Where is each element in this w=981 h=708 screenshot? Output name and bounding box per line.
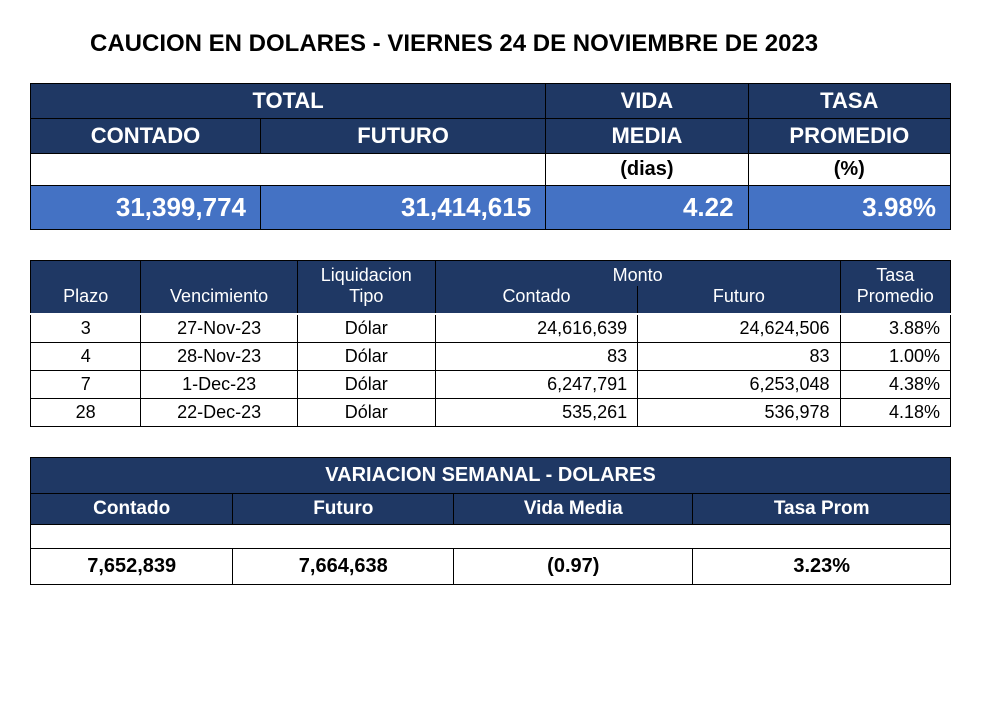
- cell-venc: 27-Nov-23: [141, 314, 297, 343]
- table-row: 428-Nov-23Dólar83831.00%: [31, 343, 951, 371]
- detail-hdr-venc: Vencimiento: [141, 286, 297, 314]
- cell-plazo: 4: [31, 343, 141, 371]
- cell-futuro: 24,624,506: [638, 314, 840, 343]
- cell-futuro: 6,253,048: [638, 371, 840, 399]
- variation-hdr-tasa: Tasa Prom: [693, 494, 951, 525]
- summary-val-contado: 31,399,774: [31, 186, 261, 230]
- variation-table: VARIACION SEMANAL - DOLARES Contado Futu…: [30, 457, 951, 585]
- table-row: 2822-Dec-23Dólar535,261536,9784.18%: [31, 399, 951, 427]
- variation-val-futuro: 7,664,638: [233, 549, 454, 585]
- summary-hdr-media: MEDIA: [546, 119, 748, 154]
- cell-plazo: 7: [31, 371, 141, 399]
- cell-tipo: Dólar: [297, 343, 435, 371]
- detail-hdr-plazo: Plazo: [31, 286, 141, 314]
- cell-contado: 6,247,791: [435, 371, 637, 399]
- cell-tasa: 1.00%: [840, 343, 950, 371]
- cell-tasa: 3.88%: [840, 314, 950, 343]
- cell-futuro: 83: [638, 343, 840, 371]
- summary-hdr-total: TOTAL: [31, 84, 546, 119]
- cell-contado: 24,616,639: [435, 314, 637, 343]
- variation-val-vida: (0.97): [454, 549, 693, 585]
- variation-hdr-vida: Vida Media: [454, 494, 693, 525]
- summary-hdr-tasa: TASA: [748, 84, 950, 119]
- cell-tasa: 4.18%: [840, 399, 950, 427]
- page-title: CAUCION EN DOLARES - VIERNES 24 DE NOVIE…: [90, 30, 951, 58]
- cell-tasa: 4.38%: [840, 371, 950, 399]
- summary-unit-dias: (dias): [546, 154, 748, 186]
- detail-hdr-contado: Contado: [435, 286, 637, 314]
- table-row: 327-Nov-23Dólar24,616,63924,624,5063.88%: [31, 314, 951, 343]
- summary-val-vida: 4.22: [546, 186, 748, 230]
- summary-hdr-contado: CONTADO: [31, 119, 261, 154]
- cell-tipo: Dólar: [297, 371, 435, 399]
- summary-hdr-vida: VIDA: [546, 84, 748, 119]
- cell-contado: 535,261: [435, 399, 637, 427]
- variation-hdr-futuro: Futuro: [233, 494, 454, 525]
- summary-val-tasa: 3.98%: [748, 186, 950, 230]
- summary-empty: [31, 154, 546, 186]
- detail-hdr-blank2: [141, 261, 297, 287]
- variation-hdr-contado: Contado: [31, 494, 233, 525]
- table-row: 71-Dec-23Dólar6,247,7916,253,0484.38%: [31, 371, 951, 399]
- cell-tipo: Dólar: [297, 399, 435, 427]
- detail-hdr-promedio: Promedio: [840, 286, 950, 314]
- detail-hdr-futuro: Futuro: [638, 286, 840, 314]
- variation-val-tasa: 3.23%: [693, 549, 951, 585]
- cell-venc: 22-Dec-23: [141, 399, 297, 427]
- summary-unit-pct: (%): [748, 154, 950, 186]
- cell-plazo: 28: [31, 399, 141, 427]
- cell-venc: 1-Dec-23: [141, 371, 297, 399]
- cell-contado: 83: [435, 343, 637, 371]
- summary-val-futuro: 31,414,615: [261, 186, 546, 230]
- summary-table: TOTAL VIDA TASA CONTADO FUTURO MEDIA PRO…: [30, 83, 951, 230]
- cell-futuro: 536,978: [638, 399, 840, 427]
- variation-title: VARIACION SEMANAL - DOLARES: [31, 458, 951, 494]
- cell-venc: 28-Nov-23: [141, 343, 297, 371]
- summary-hdr-promedio: PROMEDIO: [748, 119, 950, 154]
- detail-hdr-blank1: [31, 261, 141, 287]
- summary-hdr-futuro: FUTURO: [261, 119, 546, 154]
- detail-hdr-tasa: Tasa: [840, 261, 950, 287]
- cell-plazo: 3: [31, 314, 141, 343]
- variation-val-contado: 7,652,839: [31, 549, 233, 585]
- variation-empty: [31, 525, 951, 549]
- detail-table: Liquidacion Monto Tasa Plazo Vencimiento…: [30, 260, 951, 427]
- detail-hdr-monto: Monto: [435, 261, 840, 287]
- detail-hdr-liquidacion: Liquidacion: [297, 261, 435, 287]
- detail-hdr-tipo: Tipo: [297, 286, 435, 314]
- cell-tipo: Dólar: [297, 314, 435, 343]
